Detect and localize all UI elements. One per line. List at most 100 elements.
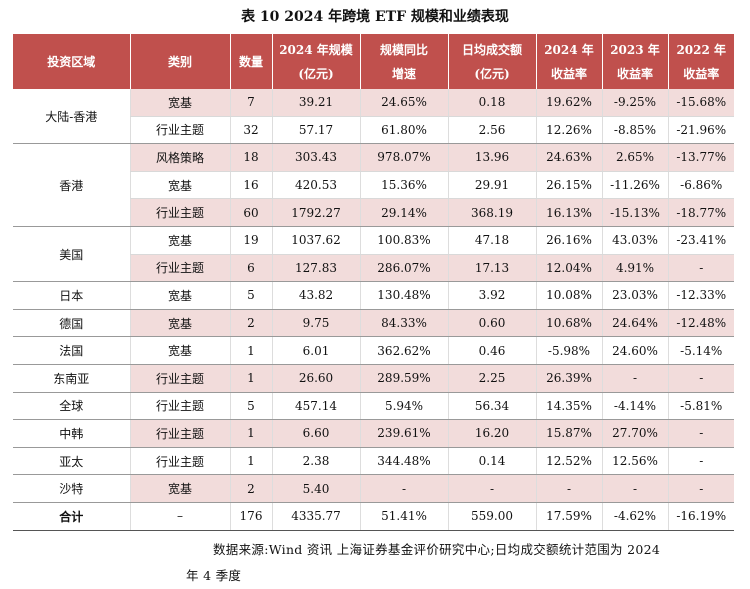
region-cell: 大陆-香港 <box>13 89 130 145</box>
table-cell: 风格策略 <box>129 143 230 172</box>
table-cell: -6.86% <box>667 171 734 200</box>
table-cell: - <box>667 447 734 476</box>
column-header-line: 类别 <box>167 54 192 69</box>
table-cell: - <box>667 254 734 283</box>
table-cell: 26.16% <box>535 226 602 255</box>
table-row: 美国 宽基 19 1037.62 100.83% 47.18 26.16% 43.03% -23… <box>13 226 734 283</box>
table-cell: -21.96% <box>667 116 734 145</box>
table-cell: 宽基 <box>129 89 230 117</box>
table-cell: 32 <box>229 116 272 145</box>
table-cell: -15.68% <box>667 89 734 117</box>
table-cell: 289.59% <box>359 364 448 393</box>
table-row: 全球 行业主题 5 457.14 5.94% 56.34 14.35% -4.14% -5.81… <box>13 392 734 421</box>
table-cell: 2.56 <box>447 116 536 145</box>
table-cell: 17.13 <box>447 254 536 283</box>
table-cell: 0.46 <box>447 336 536 365</box>
table-cell: -12.33% <box>667 281 734 310</box>
column-header-line: (亿元) <box>474 66 510 81</box>
table-cell: 12.52% <box>535 447 602 476</box>
table-cell: -18.77% <box>667 198 734 227</box>
total-cell: 176 <box>229 501 272 531</box>
table-cell: 宽基 <box>129 309 230 338</box>
source-note: 数据来源:Wind 资讯 上海证券基金评价研究中心;日均成交额统计范围为 202… <box>213 542 661 557</box>
total-cell: -4.62% <box>601 501 668 531</box>
table-cell: 10.68% <box>535 309 602 338</box>
column-header: 规模同比 增速 <box>360 34 449 89</box>
table-cell: 368.19 <box>447 198 536 227</box>
table-cell: 457.14 <box>271 392 360 421</box>
table-cell: 19.62% <box>535 89 602 117</box>
table-cell: 1 <box>229 447 272 476</box>
table-cell: 5 <box>229 392 272 421</box>
table-cell: - <box>601 474 668 503</box>
table-cell: 行业主题 <box>129 198 230 227</box>
table-cell: 39.21 <box>271 89 360 117</box>
table-cell: 4.91% <box>601 254 668 283</box>
table-cell: 100.83% <box>359 226 448 255</box>
table-cell: -11.26% <box>601 171 668 200</box>
total-cell: – <box>129 501 230 531</box>
column-header-line: 数量 <box>238 54 263 69</box>
table-cell: 行业主题 <box>129 116 230 145</box>
table-cell: 10.08% <box>535 281 602 310</box>
table-cell: 24.60% <box>601 336 668 365</box>
table-row: 日本 宽基 5 43.82 130.48% 3.92 10.08% 23.03% -12.33% <box>13 281 734 310</box>
table-cell: 978.07% <box>359 143 448 172</box>
table-cell: -13.77% <box>667 143 734 172</box>
column-header-line: 投资区域 <box>47 54 96 69</box>
total-label: 合计 <box>13 501 130 531</box>
table-row: 大陆-香港 宽基 7 39.21 24.65% 0.18 19.62% -9.25% -15.6… <box>13 89 734 145</box>
table-cell: 29.14% <box>359 198 448 227</box>
table-cell: 47.18 <box>447 226 536 255</box>
total-cell: 4335.77 <box>271 501 360 531</box>
table-cell: 27.70% <box>601 419 668 448</box>
table-cell: -9.25% <box>601 89 668 117</box>
total-cell: -16.19% <box>667 501 734 531</box>
table-cell: 362.62% <box>359 336 448 365</box>
table-cell: 130.48% <box>359 281 448 310</box>
column-header-line: 2024 年规模 <box>279 42 353 57</box>
table-cell: 宽基 <box>129 474 230 503</box>
table-cell: -15.13% <box>601 198 668 227</box>
table-cell: - <box>535 474 602 503</box>
column-header-line: 收益率 <box>683 66 720 81</box>
table-cell: 84.33% <box>359 309 448 338</box>
column-header-line: 2023 年 <box>610 42 660 57</box>
table-cell: 12.04% <box>535 254 602 283</box>
table-row: 亚太 行业主题 1 2.38 344.48% 0.14 12.52% 12.56% - <box>13 447 734 476</box>
table-cell: 420.53 <box>271 171 360 200</box>
table-cell: 56.34 <box>447 392 536 421</box>
table-cell: 1 <box>229 364 272 393</box>
table-cell: 43.03% <box>601 226 668 255</box>
table-cell: 12.56% <box>601 447 668 476</box>
table-cell: 6 <box>229 254 272 283</box>
table-cell: -5.98% <box>535 336 602 365</box>
table-cell: 宽基 <box>129 171 230 200</box>
table-cell: 2 <box>229 474 272 503</box>
table-row: 中韩 行业主题 1 6.60 239.61% 16.20 15.87% 27.70% - <box>13 419 734 448</box>
table-cell: 1 <box>229 336 272 365</box>
column-header-line: (亿元) <box>298 66 334 81</box>
table-cell: 26.60 <box>271 364 360 393</box>
region-cell: 中韩 <box>13 419 130 448</box>
table-cell: 15.87% <box>535 419 602 448</box>
table-row: 法国 宽基 1 6.01 362.62% 0.46 -5.98% 24.60% -5.14% <box>13 336 734 365</box>
table-cell: 5.40 <box>271 474 360 503</box>
table-cell: 24.63% <box>535 143 602 172</box>
table-cell: -12.48% <box>667 309 734 338</box>
region-cell: 东南亚 <box>13 364 130 393</box>
table-title: 表 10 2024 年跨境 ETF 规模和业绩表现 <box>241 9 509 25</box>
table-cell: 24.65% <box>359 89 448 117</box>
column-header-line: 2024 年 <box>544 42 594 57</box>
table-cell: 60 <box>229 198 272 227</box>
column-header: 2024 年收益率 <box>536 34 603 89</box>
column-header: 投资区域 <box>13 34 131 89</box>
table-cell: 1037.62 <box>271 226 360 255</box>
table-row: 行业主题 60 1792.27 29.14% 368.19 16.13% -15.13% -1… <box>13 198 734 227</box>
table-cell: 29.91 <box>447 171 536 200</box>
total-cell: 17.59% <box>535 501 602 531</box>
column-header-line: 日均成交额 <box>461 42 522 57</box>
table-cell: 9.75 <box>271 309 360 338</box>
table-cell: 2 <box>229 309 272 338</box>
region-cell: 法国 <box>13 336 130 365</box>
